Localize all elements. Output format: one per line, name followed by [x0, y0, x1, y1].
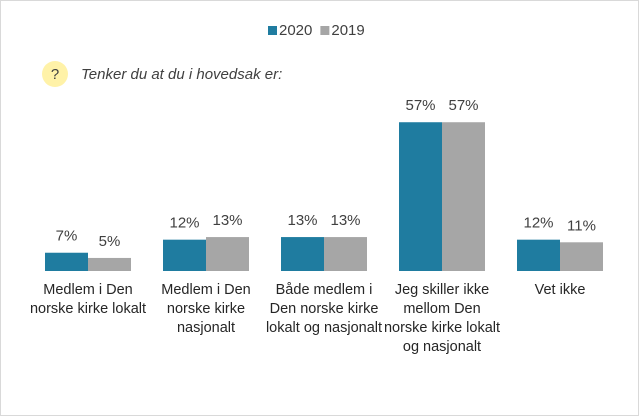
- data-label: 11%: [567, 217, 596, 234]
- x-tick-label: Vet ikke: [534, 282, 586, 298]
- bar: [45, 252, 88, 271]
- bar: [88, 257, 131, 271]
- x-tick-label: Jeg skiller ikke mellom Den norske kirke…: [383, 282, 501, 355]
- data-label: 7%: [56, 228, 78, 245]
- legend-label: 2019: [331, 22, 364, 39]
- data-label: 13%: [212, 212, 242, 229]
- data-label: 12%: [169, 215, 199, 232]
- legend-label: 2020: [279, 22, 312, 39]
- x-tick-label: Medlem i Den norske kirke nasjonalt: [161, 282, 251, 336]
- data-label: 13%: [287, 212, 317, 229]
- bar: [517, 239, 560, 271]
- legend-swatch: [320, 26, 330, 35]
- data-label: 12%: [523, 215, 553, 232]
- data-label: 57%: [405, 97, 435, 114]
- x-tick-label: Både medlem i Den norske kirke lokalt og…: [265, 282, 383, 336]
- data-label: 13%: [330, 212, 360, 229]
- bar: [399, 122, 442, 271]
- legend-swatch: [268, 26, 277, 35]
- bar: [163, 239, 206, 271]
- bar: [206, 237, 249, 271]
- data-label: 5%: [99, 233, 121, 250]
- bar: [560, 242, 603, 271]
- data-label: 57%: [448, 97, 478, 114]
- bar: [281, 237, 324, 271]
- bar: [442, 122, 485, 271]
- x-tick-label: Medlem i Den norske kirke lokalt: [29, 282, 147, 317]
- bar: [324, 237, 367, 271]
- subtitle: Tenker du at du i hovedsak er:: [81, 66, 282, 83]
- question-icon-text: ?: [51, 66, 59, 83]
- question-icon: [42, 61, 68, 87]
